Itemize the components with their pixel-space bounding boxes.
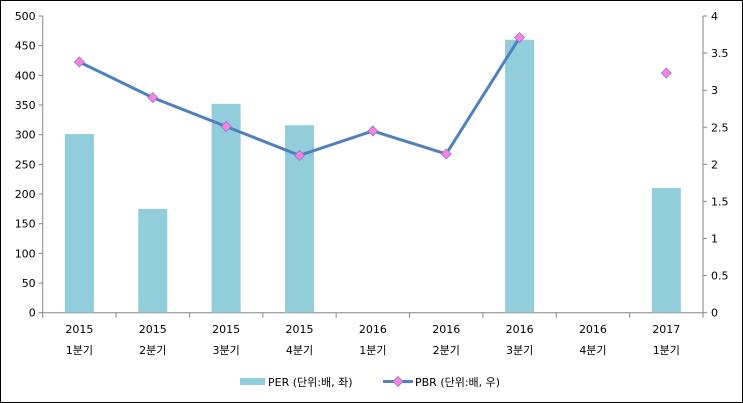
- marker-pbr: [220, 120, 232, 133]
- legend-label-pbr: PBR (단위:배, 우): [415, 376, 500, 389]
- x-tick-label-quarter: 3분기: [212, 344, 239, 357]
- left-tick-label: 500: [15, 10, 36, 23]
- right-tick-label: 2.5: [711, 121, 729, 134]
- bar-per: [505, 39, 535, 313]
- bar-per: [138, 208, 168, 313]
- left-tick-label: 250: [15, 158, 36, 171]
- marker-pbr: [293, 149, 306, 162]
- left-tick-label: 450: [15, 40, 36, 53]
- x-tick-label-year: 2015: [285, 323, 313, 336]
- legend-label-per: PER (단위:배, 좌): [268, 376, 353, 389]
- x-tick-label-quarter: 1분기: [66, 344, 93, 357]
- legend-marker-pbr: [392, 375, 404, 388]
- x-tick-label-year: 2016: [432, 323, 460, 336]
- right-tick-label: 1.5: [711, 195, 729, 208]
- right-tick-label: 0: [711, 307, 718, 320]
- right-tick-label: 2: [711, 158, 718, 171]
- x-tick-label-quarter: 4분기: [579, 344, 606, 357]
- left-tick-label: 0: [29, 307, 36, 320]
- marker-pbr: [514, 31, 526, 44]
- x-tick-label-quarter: 3분기: [506, 344, 533, 357]
- right-tick-label: 3: [711, 84, 718, 97]
- left-tick-label: 50: [22, 277, 36, 290]
- x-tick-label-year: 2015: [65, 323, 93, 336]
- right-tick-label: 1: [711, 233, 718, 246]
- legend-swatch-per: [240, 378, 265, 385]
- marker-pbr: [440, 148, 452, 160]
- x-tick-label-quarter: 2분기: [433, 344, 460, 357]
- left-tick-label: 400: [15, 69, 36, 82]
- x-tick-label-quarter: 4분기: [286, 344, 313, 357]
- marker-pbr: [147, 92, 159, 104]
- right-tick-label: 4: [711, 10, 718, 23]
- left-tick-label: 100: [15, 247, 36, 260]
- x-tick-label-year: 2017: [652, 323, 680, 336]
- x-tick-label-quarter: 1분기: [359, 344, 386, 357]
- x-tick-label-year: 2016: [359, 323, 387, 336]
- marker-pbr: [660, 67, 672, 79]
- left-tick-label: 200: [15, 188, 36, 201]
- right-tick-label: 0.5: [711, 270, 729, 283]
- marker-pbr: [73, 56, 85, 68]
- left-tick-label: 350: [15, 99, 36, 112]
- x-tick-label-quarter: 1분기: [653, 344, 680, 357]
- left-tick-label: 150: [15, 218, 36, 231]
- right-tick-label: 3.5: [711, 47, 729, 60]
- marker-pbr: [367, 125, 379, 137]
- x-tick-label-year: 2015: [139, 323, 167, 336]
- bar-per: [651, 188, 681, 313]
- left-tick-label: 300: [15, 129, 36, 142]
- bar-per: [64, 134, 94, 313]
- bar-per: [211, 103, 241, 313]
- x-tick-label-year: 2016: [579, 323, 607, 336]
- x-tick-label-quarter: 2분기: [139, 344, 166, 357]
- x-tick-label-year: 2015: [212, 323, 240, 336]
- x-tick-label-year: 2016: [506, 323, 534, 336]
